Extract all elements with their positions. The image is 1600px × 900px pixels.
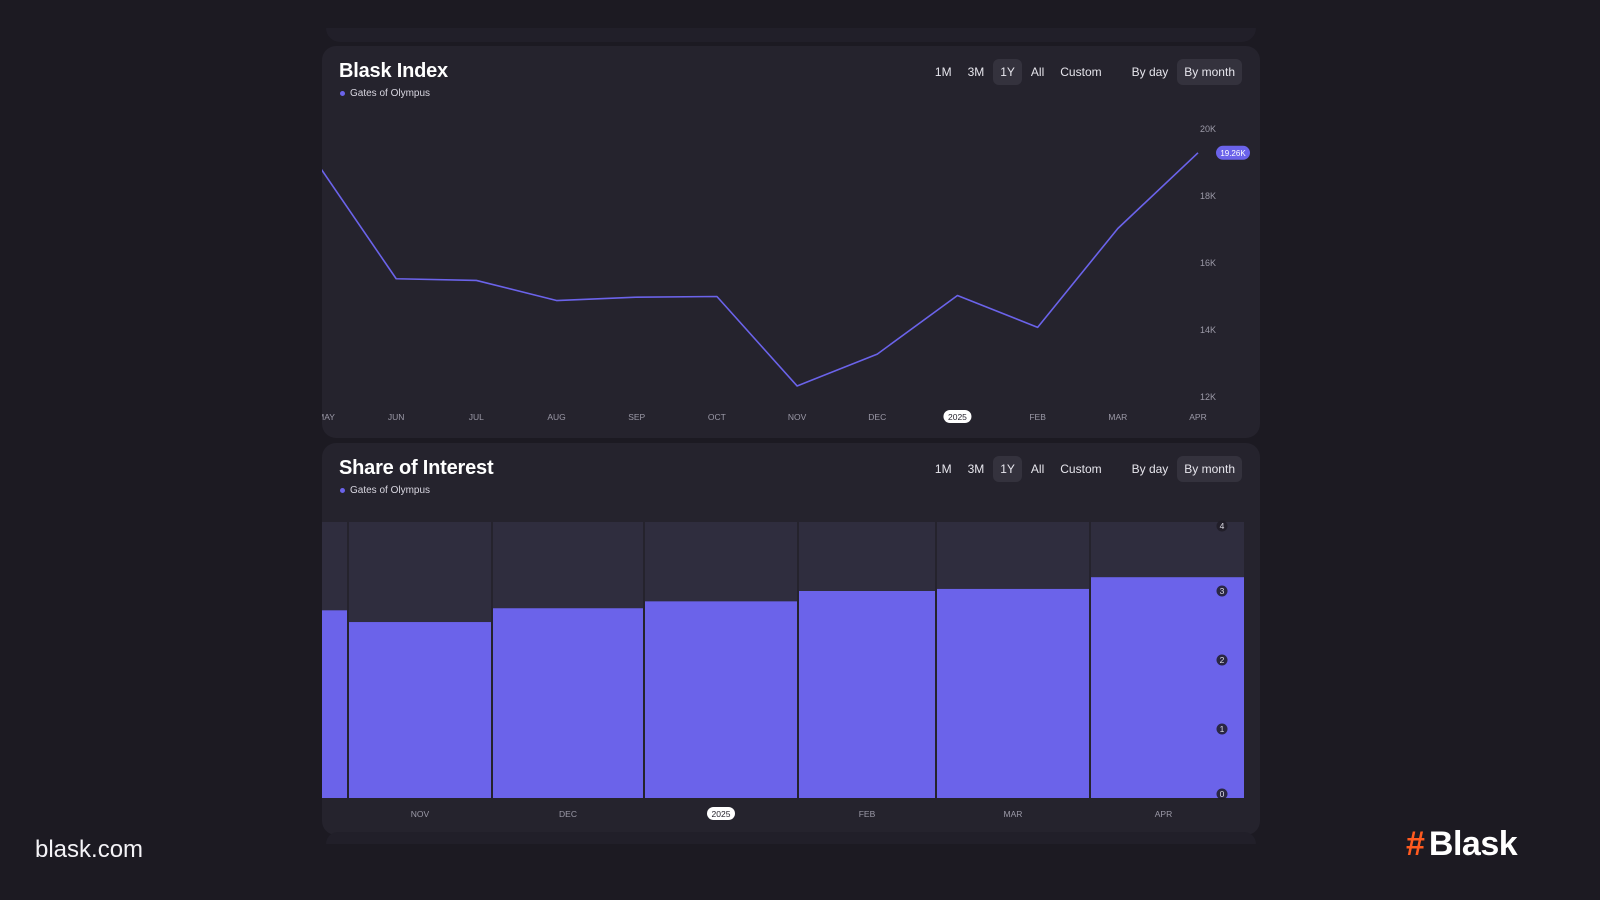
y-tick-backdrop: [1216, 723, 1228, 735]
granularity-by-day[interactable]: By day: [1131, 462, 1169, 476]
x-tick-highlight: [707, 807, 735, 820]
x-tick-label: FEB: [859, 809, 876, 819]
x-tick-label: NOV: [788, 412, 807, 422]
share-of-interest-card: Share of Interest Gates of Olympus 1M 3M…: [322, 443, 1260, 835]
bar: [349, 622, 491, 798]
legend-label: Gates of Olympus: [350, 88, 431, 99]
y-tick-label: 18K: [1200, 191, 1216, 201]
y-tick-backdrop: [1216, 788, 1228, 800]
legend: Gates of Olympus: [340, 88, 430, 99]
chart-controls: 1M 3M 1Y All Custom By day By month: [926, 456, 1242, 482]
y-tick-label: 3: [1220, 586, 1225, 596]
blask-index-line-chart: 12K 14K 16K 18K 20K 19.26K MAY JUN JUL AUG SEP OCT N…: [322, 124, 1250, 423]
legend-label: Gates of Olympus: [350, 485, 431, 496]
granularity-by-month[interactable]: By month: [1177, 59, 1242, 85]
bar: [1091, 577, 1244, 798]
y-tick-label: 2: [1220, 655, 1225, 665]
current-value-badge: [1216, 145, 1250, 160]
y-tick-label: 1: [1220, 724, 1225, 734]
x-tick-label: MAR: [1108, 412, 1127, 422]
brand-name: Blask: [1428, 825, 1518, 863]
legend-dot-icon: [340, 91, 345, 96]
x-tick-label: MAY: [322, 412, 335, 422]
legend: Gates of Olympus: [340, 485, 430, 496]
current-value-label: 19.26K: [1220, 149, 1246, 158]
y-tick-label: 16K: [1200, 258, 1216, 268]
hash-logo-icon: #: [1406, 825, 1425, 863]
y-tick-label: 4: [1220, 521, 1225, 531]
series-line: [322, 152, 1199, 387]
chart-controls: 1M 3M 1Y All Custom By day By month: [926, 59, 1242, 85]
legend-dot-icon: [340, 488, 345, 493]
range-button-3m[interactable]: 3M: [967, 462, 985, 476]
x-tick-highlight: [943, 410, 972, 423]
x-tick-label: AUG: [547, 412, 565, 422]
site-url[interactable]: blask.com: [35, 836, 144, 863]
range-button-custom[interactable]: Custom: [1060, 65, 1102, 79]
y-tick-label: 20K: [1200, 124, 1216, 134]
range-button-1y[interactable]: 1Y: [993, 59, 1022, 85]
bar: [322, 610, 347, 798]
x-tick-label: NOV: [411, 809, 430, 819]
brand-logo: # Blask: [1406, 825, 1518, 863]
y-tick-backdrop: [1216, 654, 1228, 666]
card-title: Share of Interest: [339, 457, 494, 479]
x-tick-label: DEC: [559, 809, 577, 819]
x-tick-label: APR: [1155, 809, 1172, 819]
granularity-by-month[interactable]: By month: [1177, 456, 1242, 482]
x-tick-label: JUL: [469, 412, 484, 422]
x-tick-label: FEB: [1029, 412, 1046, 422]
range-button-1y[interactable]: 1Y: [993, 456, 1022, 482]
range-button-3m[interactable]: 3M: [967, 65, 985, 79]
y-tick-backdrop: [1216, 585, 1228, 597]
range-button-all[interactable]: All: [1030, 65, 1045, 79]
x-tick-label: MAR: [1004, 809, 1023, 819]
granularity-by-day[interactable]: By day: [1131, 65, 1169, 79]
range-button-all[interactable]: All: [1030, 462, 1045, 476]
bar: [937, 588, 1089, 798]
previous-card-edge: [326, 28, 1256, 42]
x-tick-label: 2025: [712, 809, 731, 819]
x-tick-label: APR: [1189, 412, 1206, 422]
range-button-custom[interactable]: Custom: [1060, 462, 1102, 476]
y-tick-backdrop: [1216, 520, 1228, 532]
bar: [799, 591, 935, 798]
blask-index-card: Blask Index Gates of Olympus 1M 3M 1Y Al…: [322, 46, 1260, 438]
x-tick-label: 2025: [948, 412, 967, 422]
card-title: Blask Index: [339, 60, 448, 82]
y-tick-label: 0: [1220, 789, 1225, 799]
x-tick-label: SEP: [628, 412, 645, 422]
x-tick-label: OCT: [708, 412, 726, 422]
bar: [493, 608, 643, 798]
x-tick-label: JUN: [388, 412, 405, 422]
y-tick-label: 12K: [1200, 392, 1216, 402]
y-tick-label: 14K: [1200, 325, 1216, 335]
range-button-1m[interactable]: 1M: [934, 462, 952, 476]
next-card-edge: [326, 832, 1256, 844]
x-tick-label: DEC: [868, 412, 886, 422]
range-button-1m[interactable]: 1M: [934, 65, 952, 79]
share-of-interest-bar-chart: 0 1 2 3 4 NOV DEC 2025 FEB MAR APR: [322, 520, 1244, 820]
bar: [645, 601, 797, 798]
